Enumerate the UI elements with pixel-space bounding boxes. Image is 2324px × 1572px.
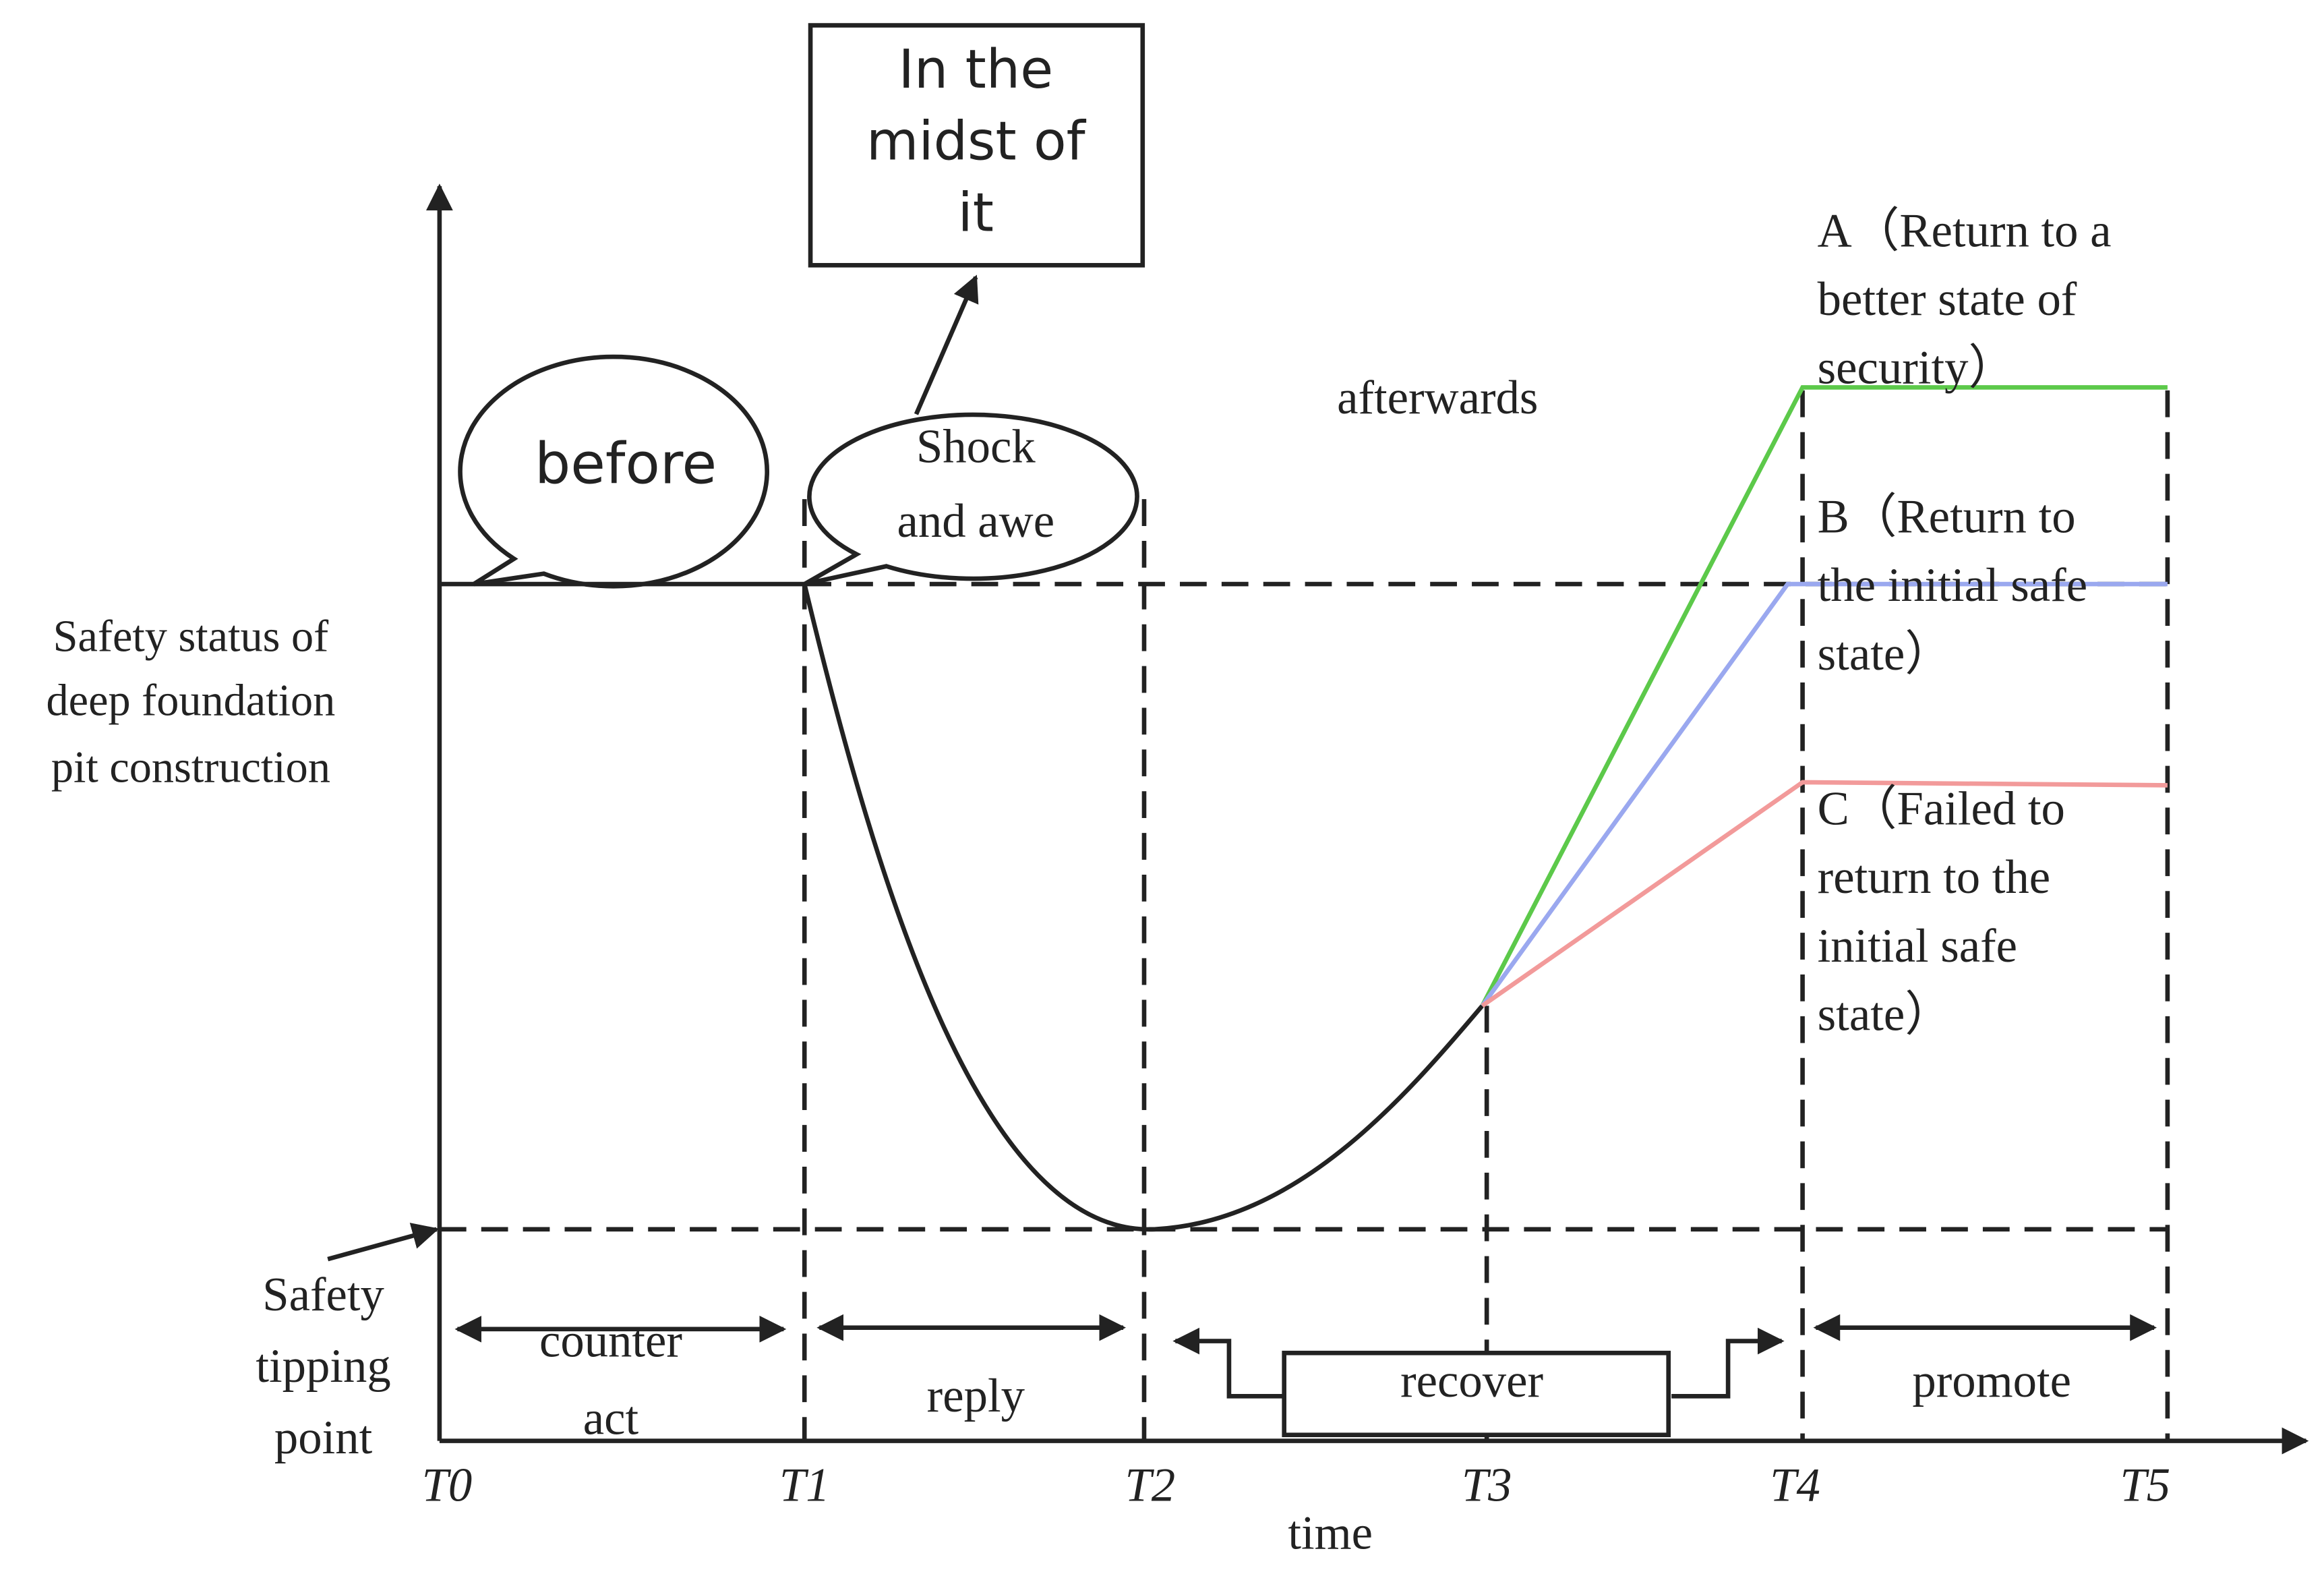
label-b: state） xyxy=(1818,628,1953,680)
bubble-text: before xyxy=(535,431,717,497)
bubble-text: Shock xyxy=(916,421,1036,473)
shock-bubble: Shock and awe xyxy=(803,412,1139,587)
tick-label: T2 xyxy=(1125,1459,1175,1512)
tick-label: T4 xyxy=(1770,1459,1820,1512)
outcome-labels: A（Return to a better state of security） … xyxy=(1818,204,2112,1041)
guides xyxy=(439,390,2170,1441)
arrow xyxy=(914,274,979,415)
label-b: the initial safe xyxy=(1818,559,2087,612)
bubble-text: and awe xyxy=(897,495,1055,548)
tick-label: T1 xyxy=(779,1459,830,1512)
box-text: it xyxy=(958,181,994,243)
y-label: deep foundation xyxy=(47,676,336,725)
phase: reply xyxy=(927,1370,1025,1422)
label-a: better state of xyxy=(1818,273,2077,326)
phase: counter xyxy=(539,1314,682,1367)
arrow xyxy=(327,1223,440,1262)
box-text: midst of xyxy=(866,109,1087,172)
x-axis-label: time xyxy=(1288,1507,1373,1559)
afterwards: afterwards xyxy=(1337,372,1538,424)
label-a: A（Return to a xyxy=(1818,204,2112,257)
line-a xyxy=(1480,385,2168,1007)
y-axis-label: Safety status of deep foundation pit con… xyxy=(47,612,391,1464)
tick-label: T3 xyxy=(1462,1459,1512,1512)
label-c: state） xyxy=(1818,989,1953,1041)
y-label: pit construction xyxy=(51,743,330,792)
tipping-label: Safety xyxy=(262,1269,384,1321)
label-c: return to the xyxy=(1818,851,2050,904)
label-b: B（Return to xyxy=(1818,491,2076,544)
ticks: T0 T1 T2 T3 T4 T5 xyxy=(422,1459,2170,1512)
phase: act xyxy=(583,1392,639,1445)
y-label: Safety status of xyxy=(53,612,329,661)
before-bubble: before xyxy=(458,354,770,589)
midst-box xyxy=(808,23,1145,268)
label-a: security） xyxy=(1818,342,2016,395)
axes xyxy=(426,183,2309,1455)
tipping-label: point xyxy=(274,1411,373,1464)
phase: promote xyxy=(1912,1355,2071,1407)
label-c: C（Failed to xyxy=(1818,783,2065,836)
label-c: initial safe xyxy=(1818,920,2017,972)
phases: counter act reply recover promote xyxy=(454,1314,2157,1445)
tick-label: T5 xyxy=(2120,1459,2170,1512)
line-b xyxy=(1480,581,2168,1008)
box-text: In the xyxy=(898,38,1053,100)
line-c xyxy=(1481,780,2168,1008)
tick-label: T0 xyxy=(422,1459,473,1512)
tipping-label: tipping xyxy=(256,1340,390,1393)
phase: recover xyxy=(1400,1355,1543,1407)
curve xyxy=(802,583,1485,1232)
